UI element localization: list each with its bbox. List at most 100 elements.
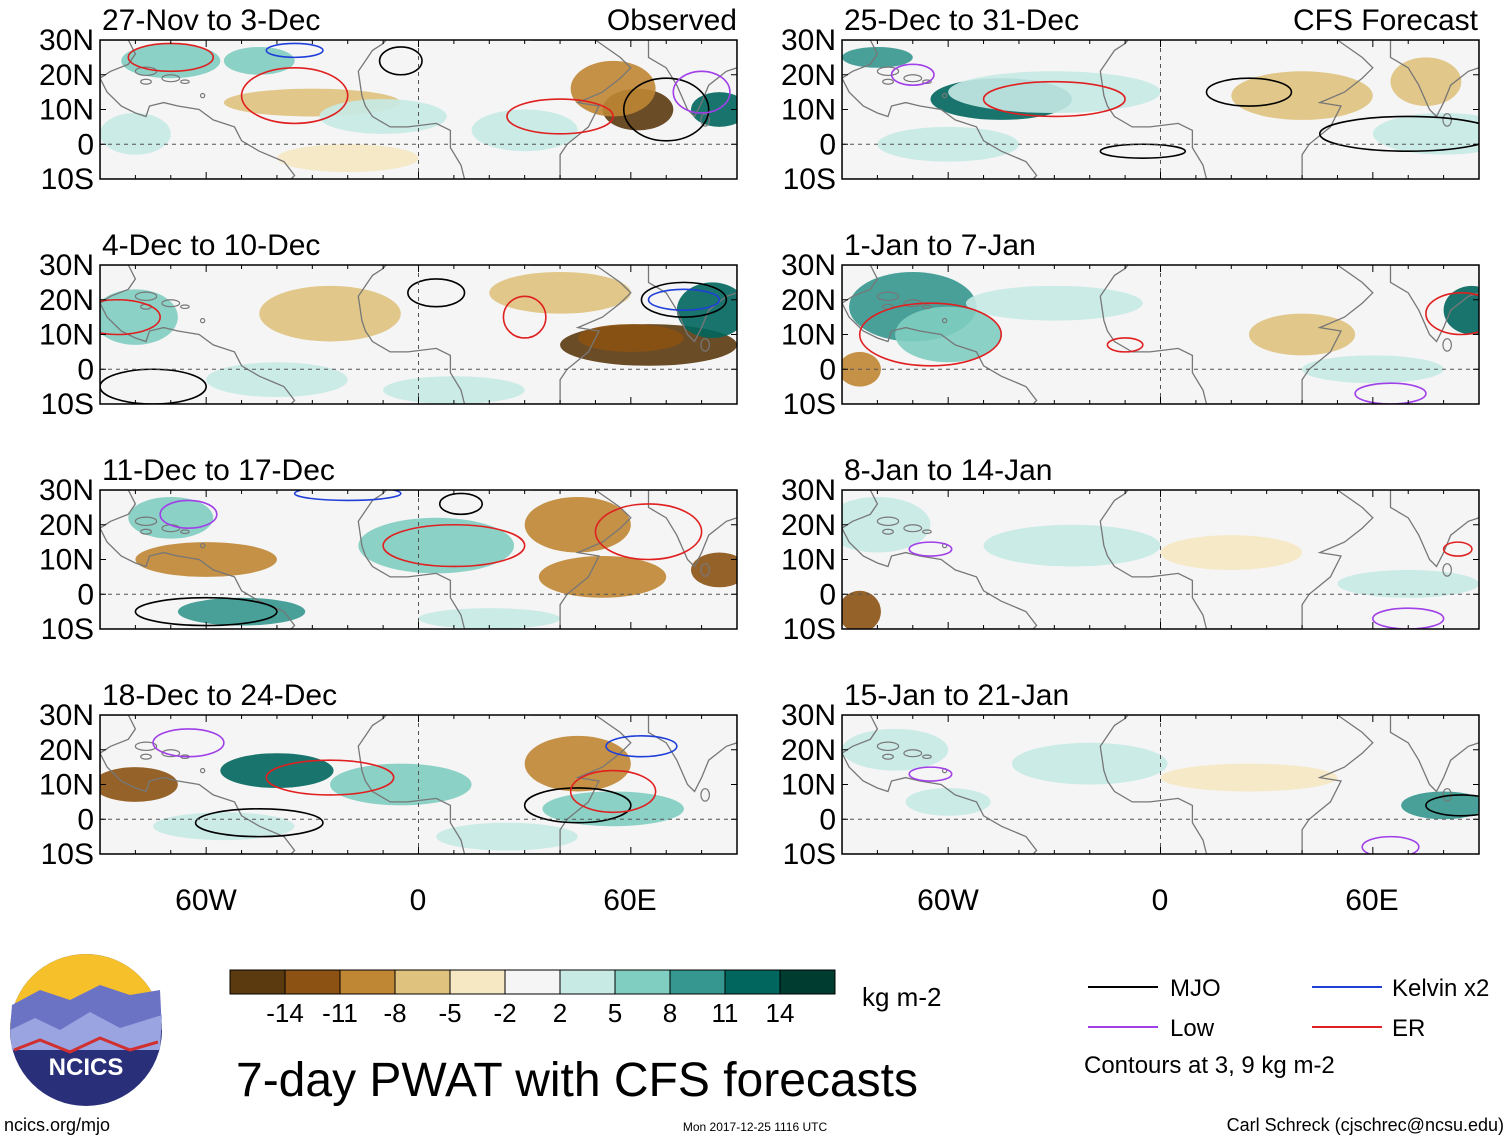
pwat-anomaly-region [1443,285,1479,335]
island [180,529,190,535]
pwat-anomaly-region [570,60,656,117]
coastline [100,265,296,404]
island [876,516,900,527]
wave-contour [640,281,728,318]
pwat-anomaly-region [383,376,525,404]
panel-date-label: 11-Dec to 17-Dec [102,454,335,487]
wave-contour [240,66,349,125]
lat-label: 10S [783,163,836,196]
coastline [647,40,737,118]
coastline [842,715,1038,854]
coastline [842,490,1038,629]
lat-label: 20N [781,734,836,767]
pwat-anomaly-region [135,542,277,577]
coastline [1099,40,1374,179]
panel-date-label: 25-Dec to 31-Dec [844,4,1079,37]
colorbar-tick-label: -2 [493,998,516,1028]
lat-label: 30N [39,24,94,57]
wave-contour [194,808,324,838]
island [882,528,894,535]
island [1442,113,1452,127]
lat-label: 0 [819,353,836,386]
lat-label: 30N [781,24,836,57]
pwat-anomaly-region [206,362,348,398]
island [1320,203,1334,217]
island [1320,878,1334,892]
colorbar-tick-label: -11 [322,998,358,1028]
island [922,529,932,535]
coastline [1389,40,1479,118]
island [134,741,158,752]
lat-label: 30N [39,474,94,507]
legend-note: Contours at 3, 9 kg m-2 [1084,1052,1335,1079]
pwat-anomaly-region [100,289,178,345]
lat-label: 10S [41,163,94,196]
legend-label-er: ER [1392,1015,1425,1042]
lat-label: 0 [77,353,94,386]
island [700,113,710,127]
pwat-anomaly-region [691,92,737,127]
pwat-anomaly-region [895,306,1002,363]
coastline [1389,265,1479,343]
colorbar-swatch [614,969,671,995]
units-label: kg m-2 [862,982,941,1012]
pwat-anomaly-region [436,822,578,851]
island [199,767,206,774]
wave-contour [1361,835,1420,854]
lat-label: 30N [781,699,836,732]
ncics-logo: NCICS [10,954,162,1106]
lat-label: 10S [41,613,94,646]
observed-column-label: Observed [607,4,737,37]
wave-contour [569,769,657,814]
pwat-anomaly-region [358,517,515,574]
coastline [100,40,296,179]
wave-contour [382,523,526,568]
forecast-column-label: CFS Forecast [1293,4,1479,37]
lat-label: 20N [781,284,836,317]
pwat-anomaly-region [100,112,171,155]
coastline [100,715,296,854]
footer-timestamp: Mon 2017-12-25 1116 UTC [683,1120,828,1134]
island [199,317,206,324]
lat-label: 0 [77,578,94,611]
lat-label: 10S [783,613,836,646]
island [700,338,710,352]
panel-date-label: 4-Dec to 10-Dec [102,229,320,262]
pwat-anomaly-region [842,496,931,553]
legend: MJO Kelvin x2 Low ER Contours at 3, 9 kg… [1084,975,1489,1079]
wave-contour [908,766,953,782]
wave-contour [506,98,614,135]
colorbar-tick-label: 2 [553,998,567,1028]
lon-label-0: 0 [1152,884,1169,917]
island [140,78,152,85]
lat-label: 10N [39,319,94,352]
island [700,563,710,577]
island [140,753,152,760]
panel-date-label: 18-Dec to 24-Dec [102,679,337,712]
pwat-anomaly-region [276,144,419,173]
lat-label: 10N [39,769,94,802]
lat-label: 10S [783,388,836,421]
lat-label: 10N [781,319,836,352]
island [578,653,592,667]
lat-label: 30N [781,249,836,282]
colorbar: -14 -11 -8 -5 -2 2 5 8 11 14 [229,969,836,1028]
pwat-anomaly-region [489,271,631,314]
coastline [1099,265,1374,404]
island [134,291,158,302]
lat-label: 10N [39,544,94,577]
lon-axis-right: 60W 0 60E [917,884,1399,917]
pwat-anomaly-region [1231,71,1373,120]
pwat-anomaly-region [177,597,306,626]
island [941,317,948,324]
panel-date-label: 8-Jan to 14-Jan [844,454,1052,487]
pwat-anomaly-region [691,552,737,588]
wave-contour [982,80,1126,118]
wave-contour [647,288,721,311]
lat-label: 10N [781,94,836,127]
coastline [647,265,737,343]
island [903,74,923,83]
coastline [647,715,737,793]
